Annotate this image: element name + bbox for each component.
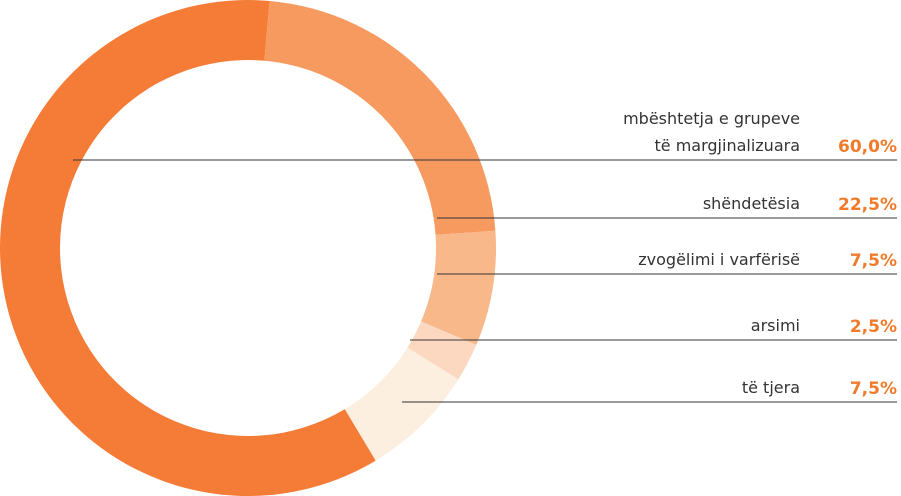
donut-segment [344, 347, 459, 461]
category-label: zvogëlimi i varfërisë [638, 250, 800, 269]
category-label: shëndetësia [702, 194, 800, 213]
donut-segment [0, 0, 376, 496]
value-label: 7,5% [849, 379, 897, 399]
donut-segment [264, 0, 496, 235]
category-label: arsimi [750, 316, 800, 335]
value-label: 7,5% [849, 251, 897, 271]
value-label: 2,5% [849, 317, 897, 337]
value-label: 22,5% [838, 195, 897, 215]
value-label: 60,0% [838, 137, 897, 157]
category-label: mbështetja e grupeve të margjinalizuara [623, 109, 800, 155]
donut-segment [421, 230, 496, 345]
donut-segment [407, 321, 477, 380]
category-label: të tjera [741, 378, 800, 397]
